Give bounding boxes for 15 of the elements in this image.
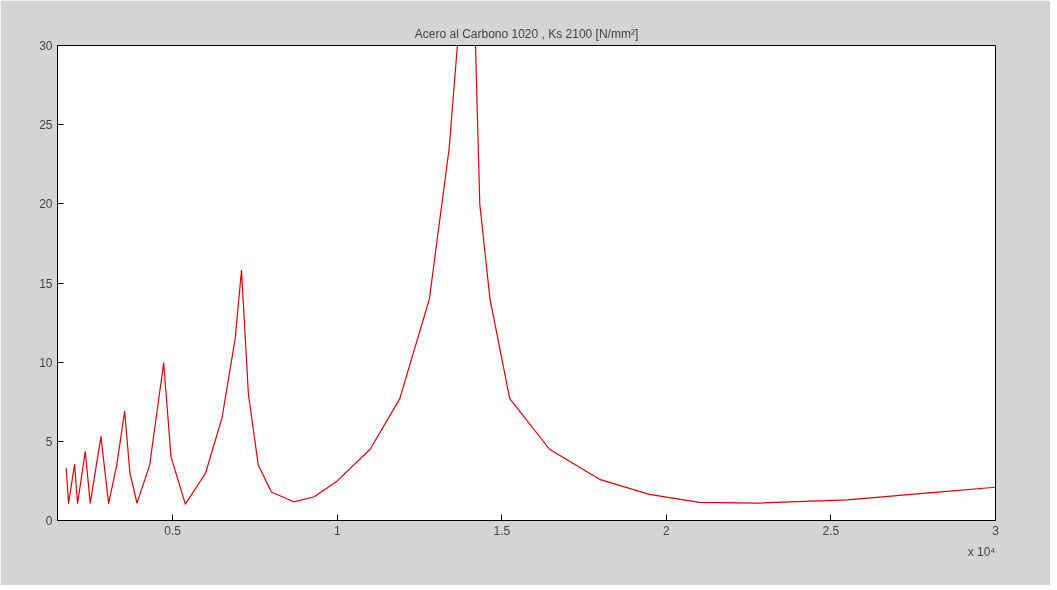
y-tick-label: 25 [39,118,53,133]
y-tick-label: 15 [39,276,53,291]
y-tick-label: 0 [45,514,53,528]
y-tick-label: 10 [39,355,53,370]
x-tick-label: 1 [333,523,341,538]
x-tick-label: 1.5 [493,523,511,538]
y-tick-label: 5 [45,434,53,449]
y-tick-label: 20 [39,197,53,212]
x-tick-label: 2 [663,523,671,538]
x-tick-label: 3 [992,523,1000,538]
x-tick-label: 0.5 [164,523,182,538]
chart-title: Acero al Carbono 1020 , Ks 2100 [N/mm²] [414,26,639,41]
text: x 10⁴ [967,544,996,559]
x-tick-label: 2.5 [822,523,840,538]
y-tick-label: 30 [39,39,53,53]
